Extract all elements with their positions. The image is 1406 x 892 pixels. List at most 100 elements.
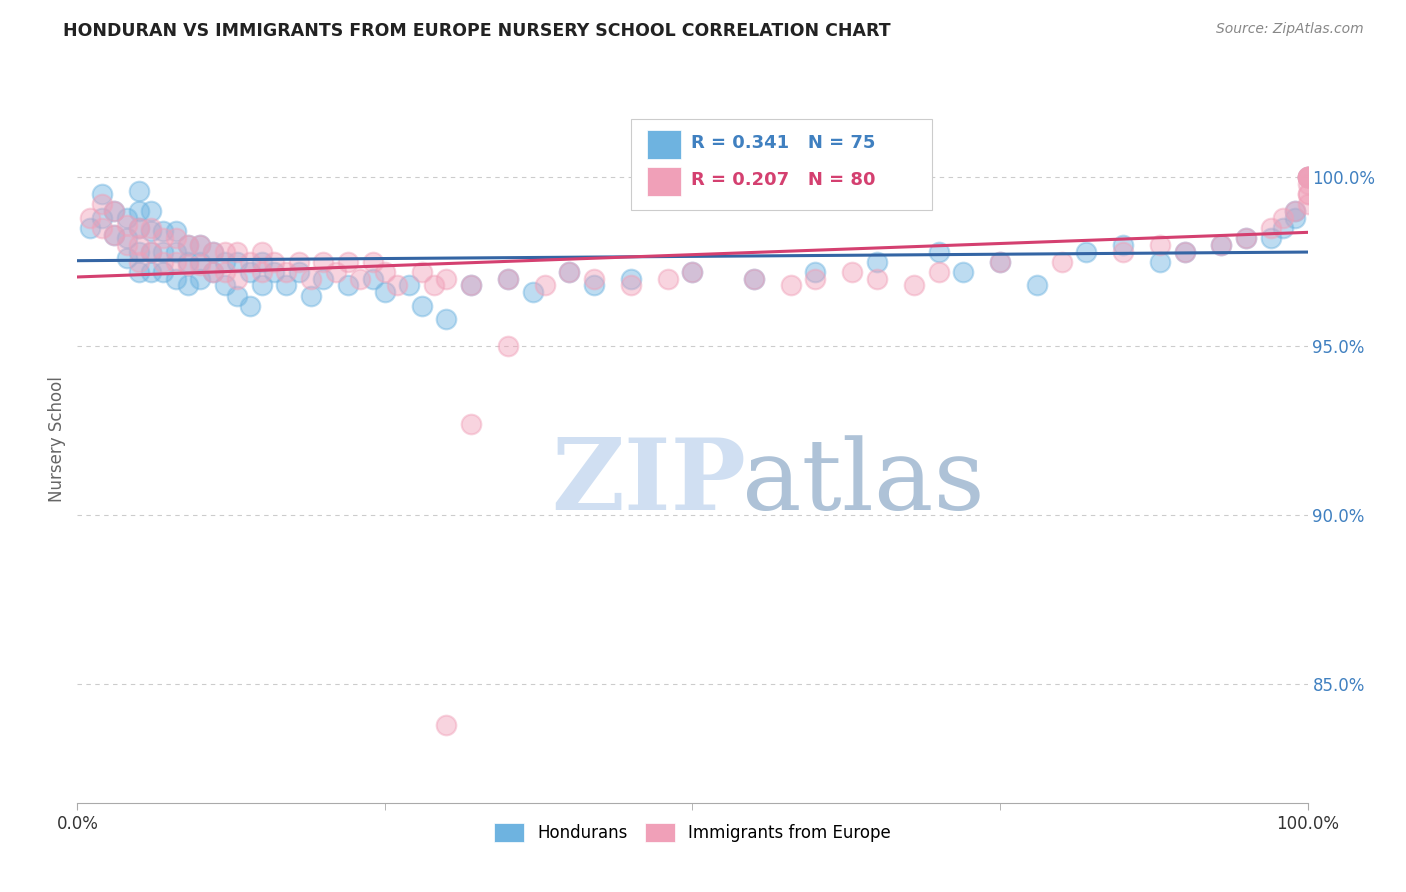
Point	[201, 244, 224, 259]
Text: ZIP: ZIP	[551, 434, 745, 532]
Point	[214, 265, 236, 279]
Point	[263, 254, 285, 268]
Point	[1296, 177, 1319, 191]
Point	[866, 254, 889, 268]
Point	[239, 254, 262, 268]
Point	[1149, 254, 1171, 268]
Point	[804, 271, 827, 285]
Point	[141, 204, 163, 219]
Text: atlas: atlas	[742, 435, 984, 531]
Point	[1112, 238, 1135, 252]
Point	[780, 278, 803, 293]
Point	[90, 211, 114, 225]
Point	[1174, 244, 1197, 259]
Point	[239, 299, 262, 313]
Point	[558, 265, 581, 279]
Point	[1296, 197, 1319, 211]
Bar	[647, 130, 682, 160]
Point	[288, 254, 311, 268]
Point	[1211, 238, 1233, 252]
Point	[374, 265, 396, 279]
Point	[1284, 204, 1306, 219]
Point	[496, 339, 519, 353]
Point	[460, 417, 482, 431]
Point	[165, 231, 187, 245]
Point	[128, 184, 150, 198]
Point	[866, 271, 889, 285]
Point	[1296, 187, 1319, 202]
Point	[115, 238, 138, 252]
Point	[1284, 204, 1306, 219]
FancyBboxPatch shape	[631, 120, 932, 211]
Point	[1076, 244, 1098, 259]
Point	[312, 254, 335, 268]
Point	[436, 312, 458, 326]
Point	[312, 271, 335, 285]
Point	[952, 265, 974, 279]
Point	[141, 244, 163, 259]
Point	[128, 244, 150, 259]
Point	[201, 265, 224, 279]
Point	[263, 265, 285, 279]
Point	[79, 211, 101, 225]
Point	[201, 244, 224, 259]
Text: HONDURAN VS IMMIGRANTS FROM EUROPE NURSERY SCHOOL CORRELATION CHART: HONDURAN VS IMMIGRANTS FROM EUROPE NURSE…	[63, 22, 891, 40]
Point	[657, 271, 679, 285]
Point	[152, 231, 174, 245]
Point	[188, 258, 212, 272]
Point	[1026, 278, 1049, 293]
Point	[1234, 231, 1257, 245]
Legend: Hondurans, Immigrants from Europe: Hondurans, Immigrants from Europe	[488, 816, 897, 849]
Bar	[647, 167, 682, 195]
Point	[141, 265, 163, 279]
Point	[522, 285, 544, 300]
Point	[188, 238, 212, 252]
Point	[1260, 221, 1282, 235]
Y-axis label: Nursery School: Nursery School	[48, 376, 66, 502]
Point	[226, 254, 249, 268]
Point	[742, 271, 765, 285]
Point	[385, 278, 409, 293]
Point	[177, 238, 200, 252]
Point	[436, 718, 458, 732]
Point	[841, 265, 863, 279]
Point	[804, 265, 827, 279]
Point	[226, 244, 249, 259]
Point	[188, 238, 212, 252]
Point	[250, 278, 273, 293]
Point	[928, 244, 950, 259]
Point	[128, 221, 150, 235]
Point	[1149, 238, 1171, 252]
Point	[276, 265, 298, 279]
Point	[1174, 244, 1197, 259]
Point	[214, 244, 236, 259]
Point	[128, 254, 150, 268]
Point	[128, 204, 150, 219]
Point	[90, 187, 114, 202]
Point	[988, 254, 1011, 268]
Point	[177, 278, 200, 293]
Point	[620, 278, 643, 293]
Point	[103, 204, 125, 219]
Point	[165, 224, 187, 238]
Point	[1234, 231, 1257, 245]
Point	[460, 278, 482, 293]
Point	[288, 265, 311, 279]
Point	[201, 265, 224, 279]
Point	[299, 271, 322, 285]
Point	[115, 211, 138, 225]
Point	[460, 278, 482, 293]
Point	[141, 244, 163, 259]
Point	[1296, 170, 1319, 185]
Point	[1296, 170, 1319, 185]
Point	[250, 244, 273, 259]
Point	[682, 265, 704, 279]
Point	[128, 238, 150, 252]
Point	[152, 265, 174, 279]
Point	[188, 254, 212, 268]
Text: R = 0.341   N = 75: R = 0.341 N = 75	[692, 135, 876, 153]
Point	[165, 271, 187, 285]
Point	[128, 265, 150, 279]
Point	[250, 254, 273, 268]
Point	[177, 254, 200, 268]
